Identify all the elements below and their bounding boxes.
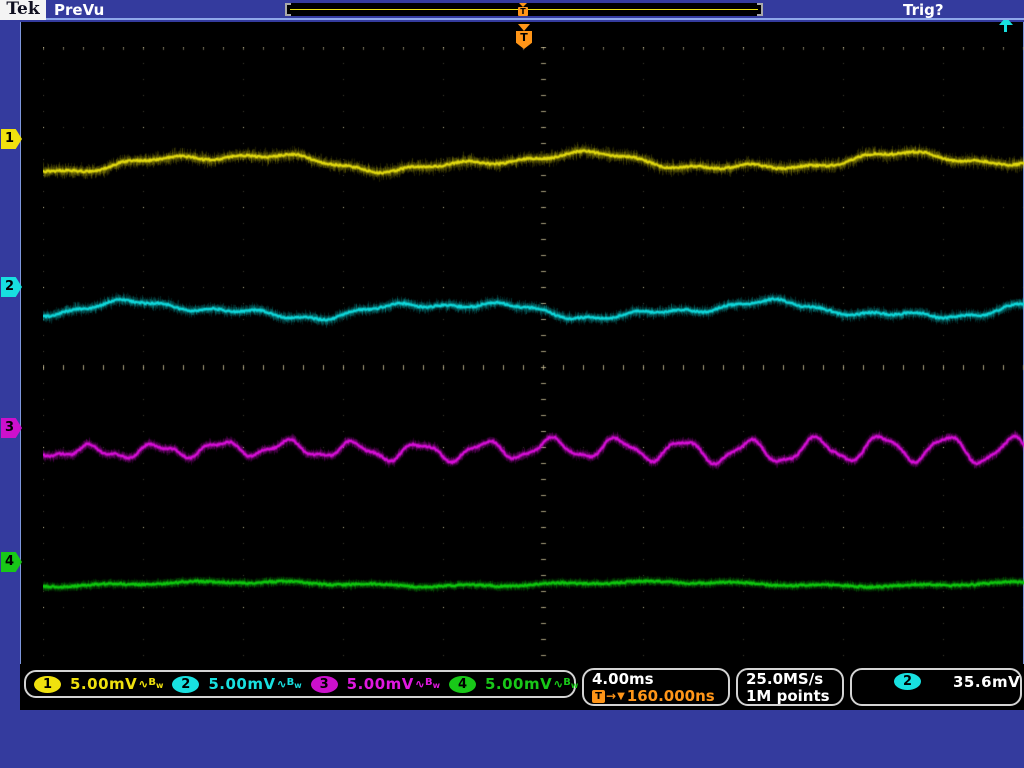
ac-coupling-icon: ∿ xyxy=(553,677,564,691)
trigger-position-readout: T → ▼ 160.000ns xyxy=(592,688,720,705)
channel-3-readout: 3 5.00mV ∿ Bw xyxy=(310,675,440,693)
bandwidth-limit-icon: B xyxy=(148,677,156,688)
acquisition-mode-label: PreVu xyxy=(54,1,105,19)
bandwidth-limit-icon: B xyxy=(286,677,295,688)
ac-coupling-icon: ∿ xyxy=(414,677,425,691)
bandwidth-limit-icon: B xyxy=(424,677,433,688)
channel-4-readout: 4 5.00mV ∿ Bw xyxy=(448,675,578,693)
channel-4-marker[interactable]: 4 xyxy=(1,552,22,572)
left-bezel-strip xyxy=(0,22,20,710)
trigger-status-label: Trig? xyxy=(903,1,944,19)
trigger-level-offscreen-arrow-icon xyxy=(999,17,1013,32)
trigger-t-icon: T xyxy=(516,31,532,49)
top-status-bar: Tek PreVu T Trig? xyxy=(0,0,1024,20)
trigger-level-value: 35.6mV xyxy=(953,673,1021,691)
channel-scale-readouts: 1 5.00mV ∿ Bw 2 5.00mV ∿ Bw 3 5.00mV ∿ B… xyxy=(24,670,578,698)
record-bracket-right xyxy=(757,3,763,16)
horizontal-scale: 4.00ms xyxy=(592,670,654,688)
softkey-menu-bar: 1 Coupling DC AC Termination 1MΩ 50Ω Inv… xyxy=(0,710,1024,768)
acquisition-readout: 25.0MS/s 1M points xyxy=(736,668,844,706)
right-arrow-icon: → xyxy=(606,689,617,703)
up-arrow-stem xyxy=(1004,25,1007,32)
bandwidth-limit-icon: B xyxy=(563,677,571,688)
channel-4-badge: 4 xyxy=(448,675,476,693)
channel-1-scale: 5.00mV xyxy=(70,675,138,693)
channel-2-scale: 5.00mV xyxy=(208,675,276,693)
channel-1-readout: 1 5.00mV ∿ Bw xyxy=(34,675,163,693)
down-triangle-icon xyxy=(519,3,527,7)
channel-1-badge: 1 xyxy=(34,675,61,693)
tek-logo: Tek xyxy=(0,0,46,20)
channel-1-marker[interactable]: 1 xyxy=(1,129,22,149)
channel-3-scale: 5.00mV xyxy=(346,675,414,693)
ac-coupling-icon: ∿ xyxy=(138,677,149,691)
channel-2-readout: 2 5.00mV ∿ Bw xyxy=(172,675,302,693)
trigger-position-marker[interactable]: T xyxy=(516,24,532,49)
trigger-position-bar-marker[interactable]: T xyxy=(518,3,529,16)
channel-3-badge: 3 xyxy=(310,675,338,693)
record-bracket-left xyxy=(285,3,291,16)
down-triangle-icon xyxy=(518,24,530,31)
horizontal-readout: 4.00ms T → ▼ 160.000ns xyxy=(582,668,730,706)
trigger-t-icon: T xyxy=(592,690,605,703)
sample-rate: 25.0MS/s xyxy=(746,670,824,688)
record-length: 1M points xyxy=(746,687,830,705)
trigger-readout: 2 35.6mV xyxy=(850,668,1022,706)
up-arrow-head xyxy=(999,17,1013,25)
horizontal-position-bar[interactable]: T xyxy=(285,3,763,16)
channel-2-marker[interactable]: 2 xyxy=(1,277,22,297)
channel-4-scale: 5.00mV xyxy=(484,675,553,693)
ac-coupling-icon: ∿ xyxy=(276,677,287,691)
display-area xyxy=(20,22,1024,710)
trigger-t-icon: T xyxy=(518,7,528,16)
down-marker-icon: ▼ xyxy=(617,691,625,702)
status-readout-row: 1 5.00mV ∿ Bw 2 5.00mV ∿ Bw 3 5.00mV ∿ B… xyxy=(20,664,1024,710)
trigger-position-value: 160.000ns xyxy=(626,687,715,705)
channel-3-marker[interactable]: 3 xyxy=(1,418,22,438)
trigger-source-badge: 2 xyxy=(894,673,921,690)
waveform-display xyxy=(43,47,1024,687)
channel-2-badge: 2 xyxy=(172,675,200,693)
